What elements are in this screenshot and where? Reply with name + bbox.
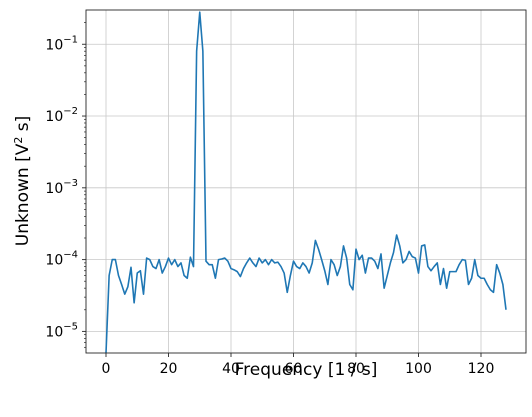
y-tick-label: 10−3 <box>45 178 78 197</box>
x-tick-label: 120 <box>468 361 495 377</box>
axis-ticks <box>82 43 482 357</box>
y-axis-label-sup: 2 <box>12 137 25 144</box>
plot-frame <box>85 9 527 354</box>
x-tick-label: 0 <box>102 361 111 377</box>
series-line <box>105 11 507 354</box>
x-tick-labels: 0 20 40 60 80 100 120 <box>102 361 495 377</box>
grid <box>86 10 526 353</box>
y-tick-label: 10−2 <box>45 106 78 125</box>
y-axis-label-tail: s] <box>13 116 33 137</box>
x-tick-label: 20 <box>160 361 178 377</box>
x-tick-label: 40 <box>222 361 240 377</box>
y-tick-label-exp: −1 <box>63 34 78 45</box>
y-tick-labels: 10−510−410−310−210−1 <box>45 34 78 340</box>
x-tick-label: 100 <box>405 361 432 377</box>
x-axis-label: Frequency [1 / s] <box>235 360 378 380</box>
x-tick-label: 80 <box>347 361 365 377</box>
y-tick-label-base: 10 <box>45 253 63 269</box>
y-axis-label: Unknown [V2 s] <box>12 116 33 247</box>
y-tick-label-exp: −5 <box>63 321 78 332</box>
y-tick-label-exp: −4 <box>63 250 78 261</box>
y-tick-label: 10−4 <box>45 250 78 269</box>
y-tick-label-base: 10 <box>45 109 63 125</box>
y-tick-label: 10−5 <box>45 321 78 340</box>
y-tick-label-exp: −3 <box>63 178 78 189</box>
y-tick-label: 10−1 <box>45 34 78 53</box>
y-tick-label-base: 10 <box>45 181 63 197</box>
y-tick-label-base: 10 <box>45 37 63 53</box>
y-tick-label-base: 10 <box>45 324 63 340</box>
x-tick-label: 60 <box>285 361 303 377</box>
plot-area <box>86 10 526 353</box>
y-axis-label-head: Unknown [V <box>13 143 33 246</box>
y-tick-label-exp: −2 <box>63 106 78 117</box>
